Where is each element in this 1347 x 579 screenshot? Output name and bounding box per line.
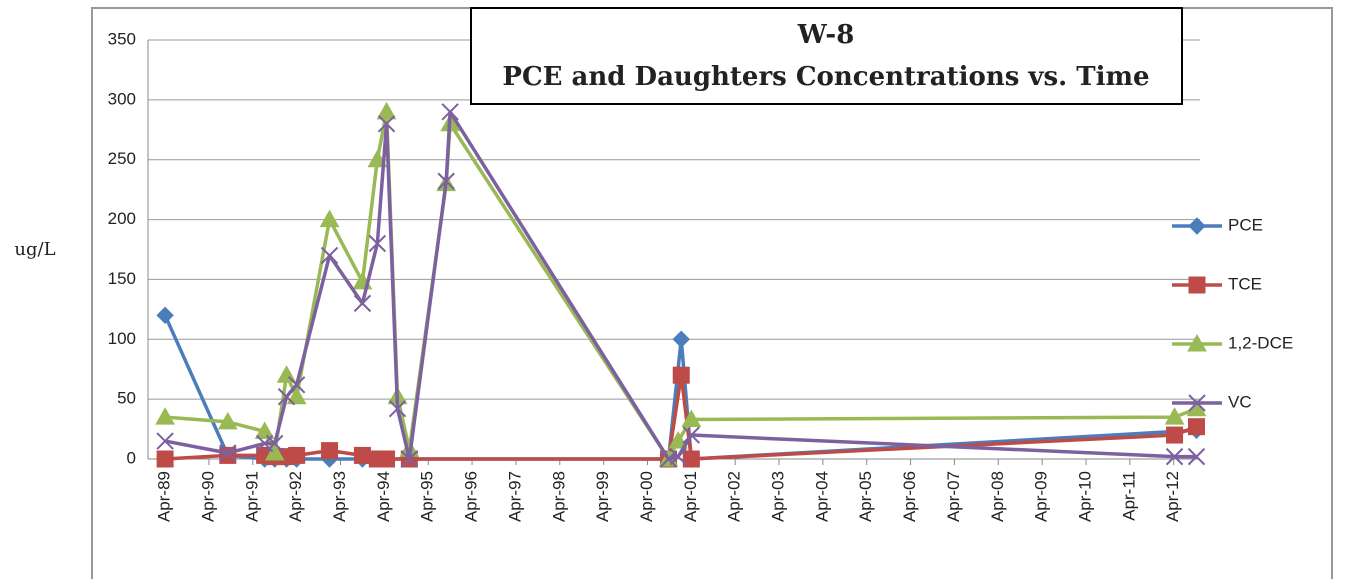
marker	[254, 421, 275, 439]
marker	[1187, 418, 1205, 436]
marker	[277, 388, 296, 406]
x-tick-label: Apr-06	[900, 471, 919, 522]
legend-marker	[1188, 217, 1206, 235]
legend-label: VC	[1228, 392, 1252, 411]
marker	[156, 306, 174, 325]
x-tick-label: Apr-02	[725, 471, 744, 522]
y-tick-label: 100	[108, 329, 136, 348]
chart-title: W-8	[797, 20, 855, 50]
x-tick-label: Apr-93	[330, 471, 349, 522]
legend-label: PCE	[1228, 215, 1263, 234]
legend-marker	[1188, 394, 1206, 412]
x-tick-label: Apr-91	[242, 471, 261, 522]
legend-label: TCE	[1228, 274, 1262, 293]
marker	[353, 446, 371, 464]
y-axis-title: ug/L	[14, 239, 55, 260]
marker	[668, 431, 689, 449]
marker	[400, 450, 419, 468]
marker	[669, 447, 687, 466]
x-tick-label: Apr-99	[593, 471, 612, 522]
y-tick-label: 350	[108, 29, 136, 48]
marker	[682, 450, 700, 468]
y-tick-label: 200	[108, 209, 136, 228]
marker	[156, 450, 174, 468]
marker	[266, 434, 284, 453]
legend-marker	[1187, 333, 1207, 352]
x-tick-label: Apr-07	[944, 471, 963, 522]
marker	[378, 450, 396, 468]
x-tick-label: Apr-98	[549, 471, 568, 522]
x-tick-label: Apr-04	[812, 471, 831, 522]
marker	[320, 246, 339, 265]
marker	[1165, 447, 1184, 466]
x-tick-label: Apr-92	[286, 471, 305, 522]
y-tick-label: 0	[127, 448, 136, 467]
marker	[682, 426, 701, 444]
marker	[286, 386, 307, 405]
x-tick-label: Apr-12	[1163, 471, 1182, 522]
marker	[353, 294, 372, 313]
x-tick-label: Apr-09	[1032, 471, 1051, 522]
marker	[437, 172, 455, 190]
x-tick-label: Apr-11	[1119, 471, 1138, 521]
x-tick-label: Apr-03	[769, 471, 788, 522]
marker	[321, 442, 339, 460]
x-tick-label: Apr-00	[637, 471, 656, 522]
x-tick-label: Apr-95	[418, 471, 437, 522]
marker	[288, 446, 306, 464]
title-box	[470, 7, 1183, 105]
plot-area: 0 50 100 150 200 250 300 350 Apr-89 Apr-90 Apr-91 A…	[108, 29, 1207, 522]
marker	[155, 407, 175, 425]
x-tick-label: Apr-97	[505, 471, 524, 522]
marker	[1187, 447, 1206, 466]
x-tick-label: Apr-90	[198, 471, 217, 522]
marker	[217, 411, 238, 430]
marker	[368, 234, 387, 253]
x-tick-label: Apr-01	[681, 471, 700, 522]
y-tick-label: 50	[117, 389, 136, 408]
legend-marker	[1188, 276, 1206, 294]
marker	[672, 366, 690, 384]
chart-subtitle: PCE and Daughters Concentrations vs. Tim…	[502, 62, 1149, 92]
marker	[681, 409, 702, 427]
marker	[264, 442, 285, 461]
x-tick-label: Apr-05	[856, 471, 875, 522]
marker	[441, 103, 459, 121]
marker	[319, 209, 340, 228]
x-tick-label: Apr-08	[988, 471, 1007, 522]
marker	[1164, 407, 1185, 425]
x-tick-label: Apr-10	[1075, 471, 1094, 522]
marker	[1166, 426, 1184, 444]
marker	[376, 101, 397, 120]
y-tick-label: 300	[108, 89, 136, 108]
marker	[377, 115, 396, 133]
marker	[672, 330, 690, 348]
x-tick-label: Apr-96	[462, 471, 481, 522]
legend-label: 1,2-DCE	[1228, 333, 1293, 352]
marker	[219, 444, 237, 462]
marker	[287, 376, 306, 394]
x-tick-label: Apr-89	[155, 471, 174, 522]
marker	[156, 432, 174, 450]
y-tick-label: 150	[108, 269, 136, 288]
x-tick-label: Apr-94	[374, 471, 393, 522]
y-tick-label: 250	[108, 149, 136, 168]
marker	[388, 400, 407, 418]
